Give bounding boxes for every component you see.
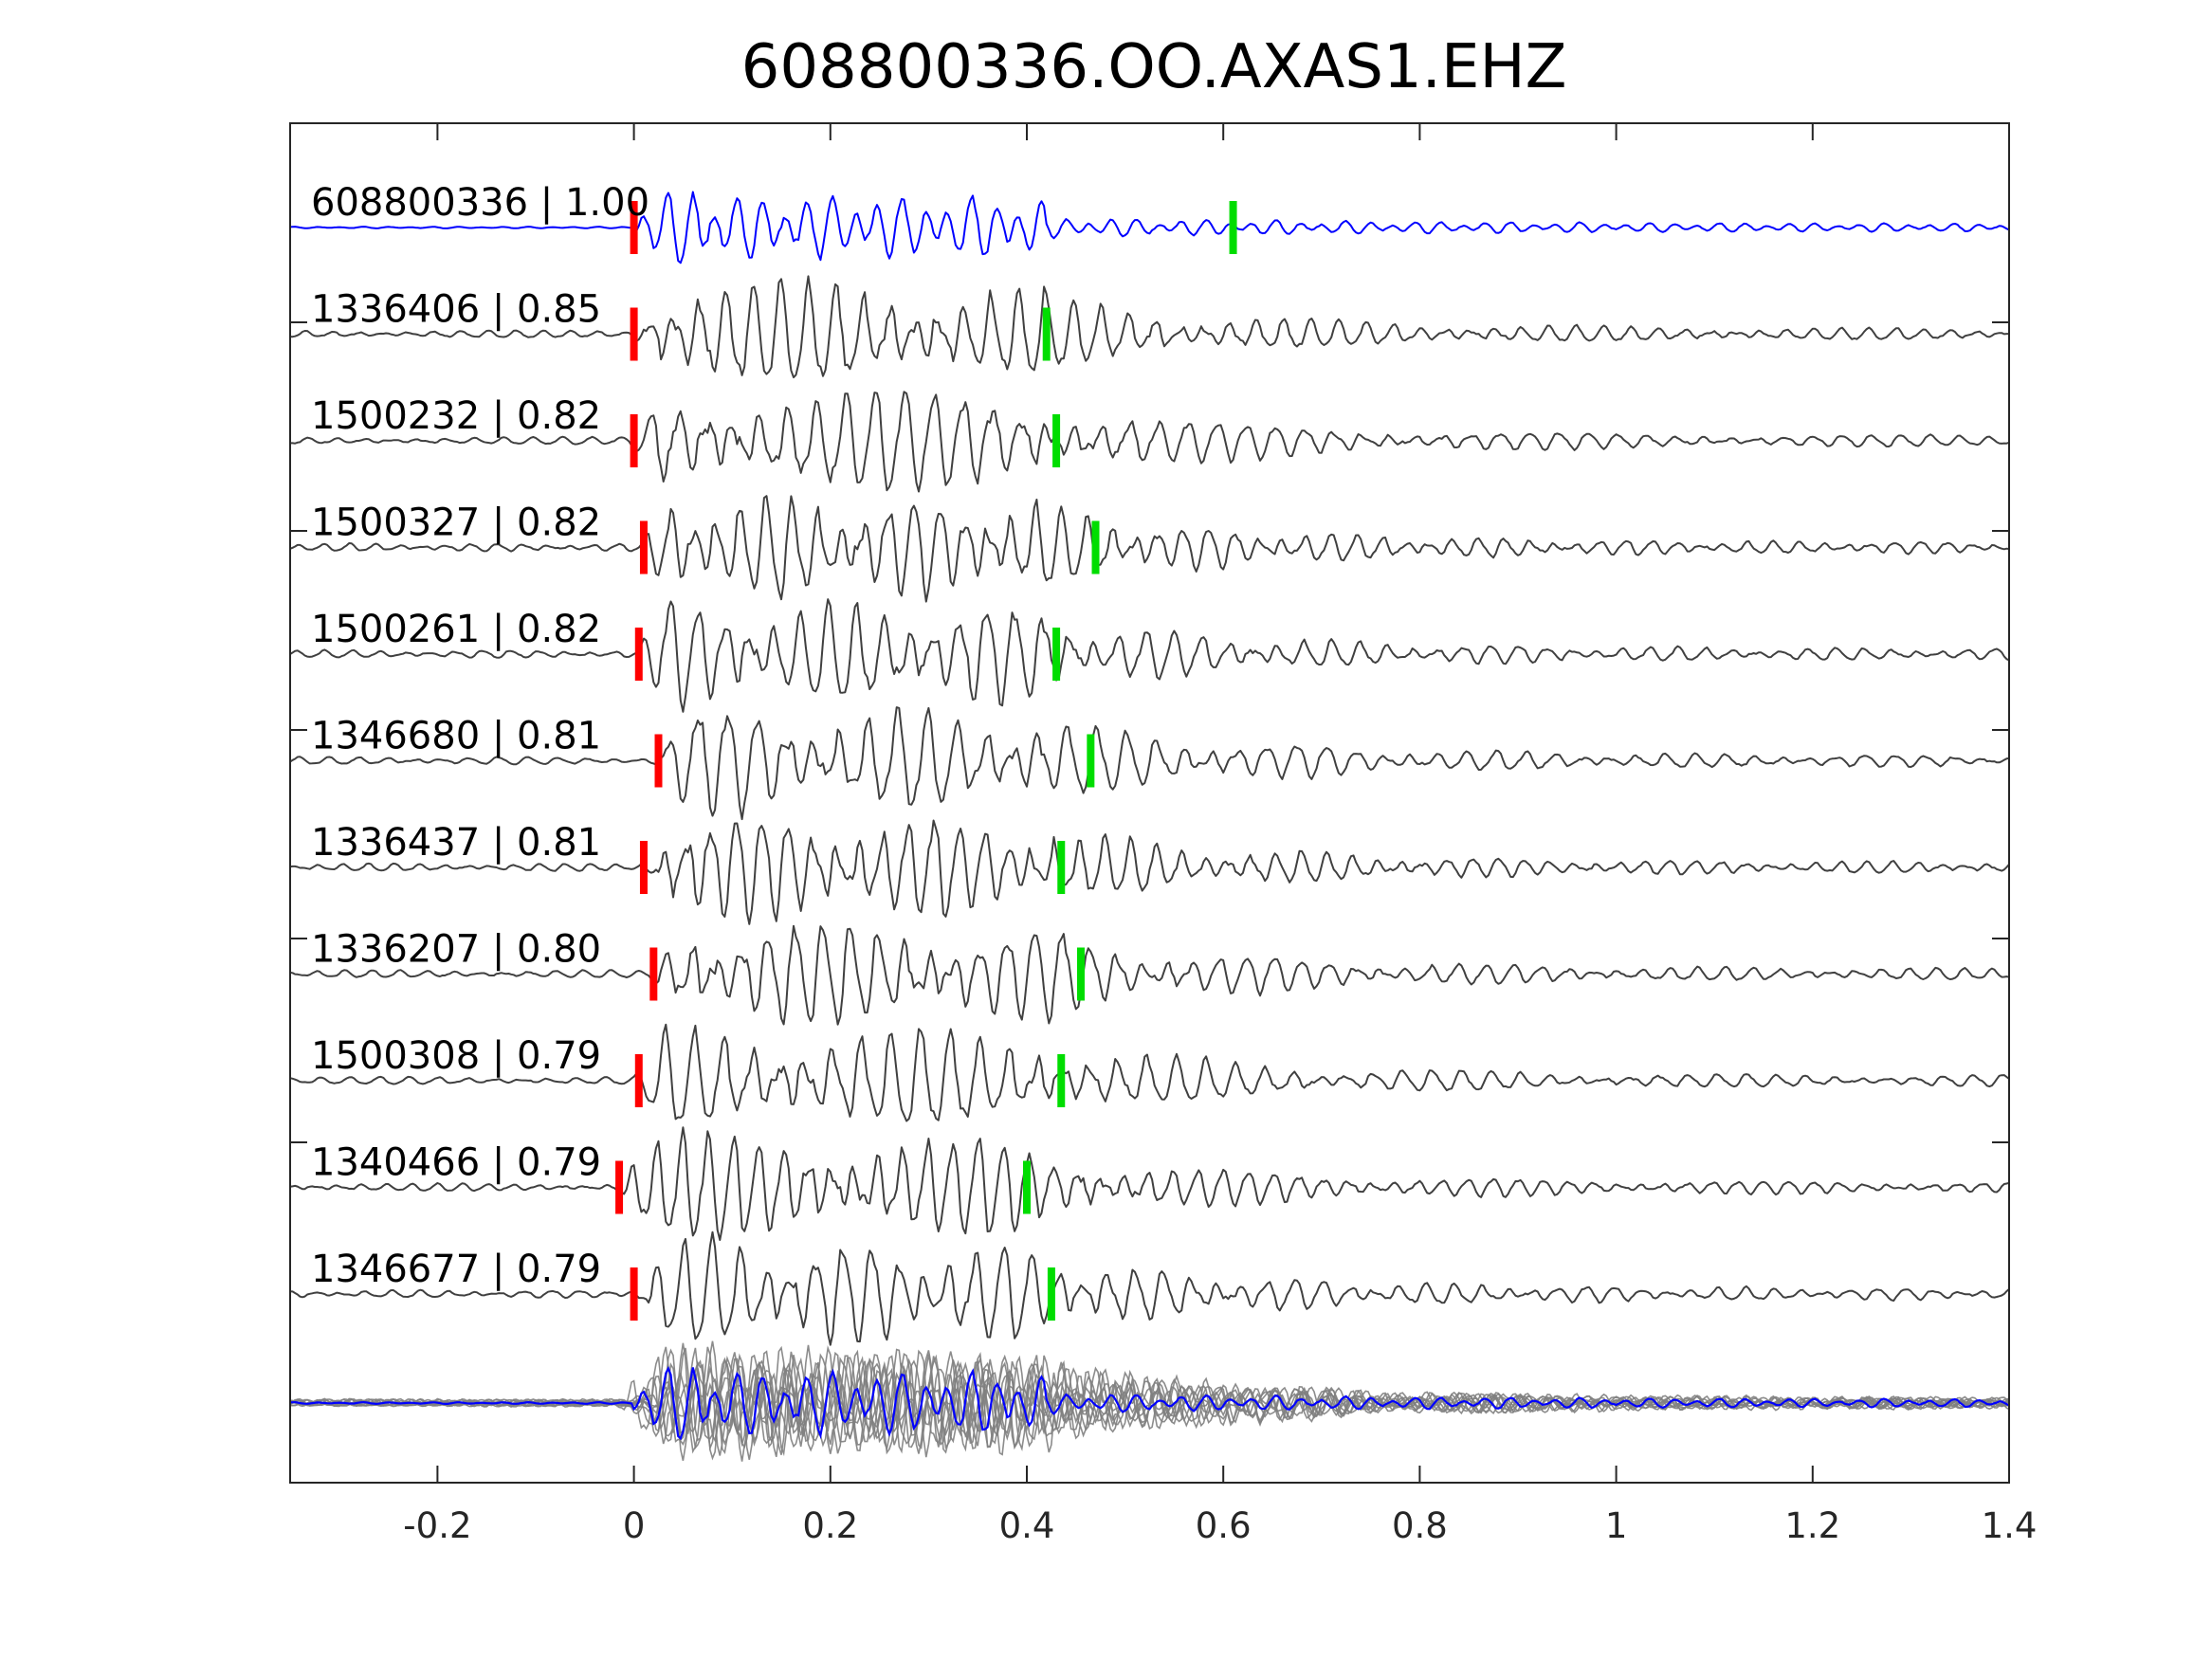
x-tick-label: 1.2 bbox=[1784, 1505, 1840, 1546]
trace-waveform-1336406 bbox=[289, 275, 2009, 379]
picks-layer bbox=[615, 201, 1237, 1321]
stack-layer bbox=[289, 1340, 2010, 1462]
trace-label-1500261: 1500261 | 0.82 bbox=[311, 608, 601, 651]
x-tick-label: 0.8 bbox=[1392, 1505, 1448, 1546]
x-tick-label: 0 bbox=[623, 1505, 646, 1546]
x-tick-label: 1 bbox=[1605, 1505, 1628, 1546]
trace-label-1500232: 1500232 | 0.82 bbox=[311, 394, 601, 438]
x-tick-label: -0.2 bbox=[403, 1505, 471, 1546]
trace-labels-layer: 608800336 | 1.00 1336406 | 0.85 1500232 | … bbox=[311, 181, 649, 1291]
trace-label-1336406: 1336406 | 0.85 bbox=[311, 288, 601, 332]
trace-label-1500327: 1500327 | 0.82 bbox=[311, 501, 601, 545]
trace-label-1336437: 1336437 | 0.81 bbox=[311, 821, 601, 865]
x-tick-label: 0.4 bbox=[999, 1505, 1055, 1546]
chart-title: 608800336.OO.AXAS1.EHZ bbox=[741, 32, 1567, 102]
trace-waveform-1500261 bbox=[289, 598, 2010, 713]
trace-waveform-1500308 bbox=[289, 1023, 2010, 1122]
trace-waveform-608800336 bbox=[289, 191, 2010, 264]
trace-waveform-1500327 bbox=[289, 495, 2010, 603]
trace-label-1336207: 1336207 | 0.80 bbox=[311, 928, 601, 972]
trace-waveform-1500232 bbox=[290, 391, 2010, 493]
trace-waveform-1340466 bbox=[289, 1126, 2010, 1241]
trace-label-1346680: 1346680 | 0.81 bbox=[311, 715, 601, 758]
trace-label-1346677: 1346677 | 0.79 bbox=[311, 1248, 601, 1291]
x-tick-label: 1.4 bbox=[1982, 1505, 2038, 1546]
trace-label-608800336: 608800336 | 1.00 bbox=[311, 181, 649, 225]
y-ticks-layer bbox=[290, 321, 2009, 1143]
x-tick-label: 0.2 bbox=[802, 1505, 858, 1546]
trace-waveform-1346680 bbox=[289, 706, 2010, 821]
x-tick-label: 0.6 bbox=[1196, 1505, 1252, 1546]
traces-layer bbox=[289, 191, 2010, 1346]
trace-waveform-1346677 bbox=[289, 1231, 2010, 1346]
trace-waveform-1336437 bbox=[289, 819, 2010, 925]
trace-waveform-1336207 bbox=[289, 924, 2010, 1026]
x-axis: -0.2 0 0.2 0.4 0.6 0.8 1 1.2 1.4 bbox=[403, 123, 2037, 1546]
trace-label-1340466: 1340466 | 0.79 bbox=[311, 1141, 601, 1185]
plot-frame bbox=[289, 122, 2010, 1484]
trace-label-1500308: 1500308 | 0.79 bbox=[311, 1034, 601, 1078]
stack-template-trace bbox=[289, 1365, 2010, 1441]
